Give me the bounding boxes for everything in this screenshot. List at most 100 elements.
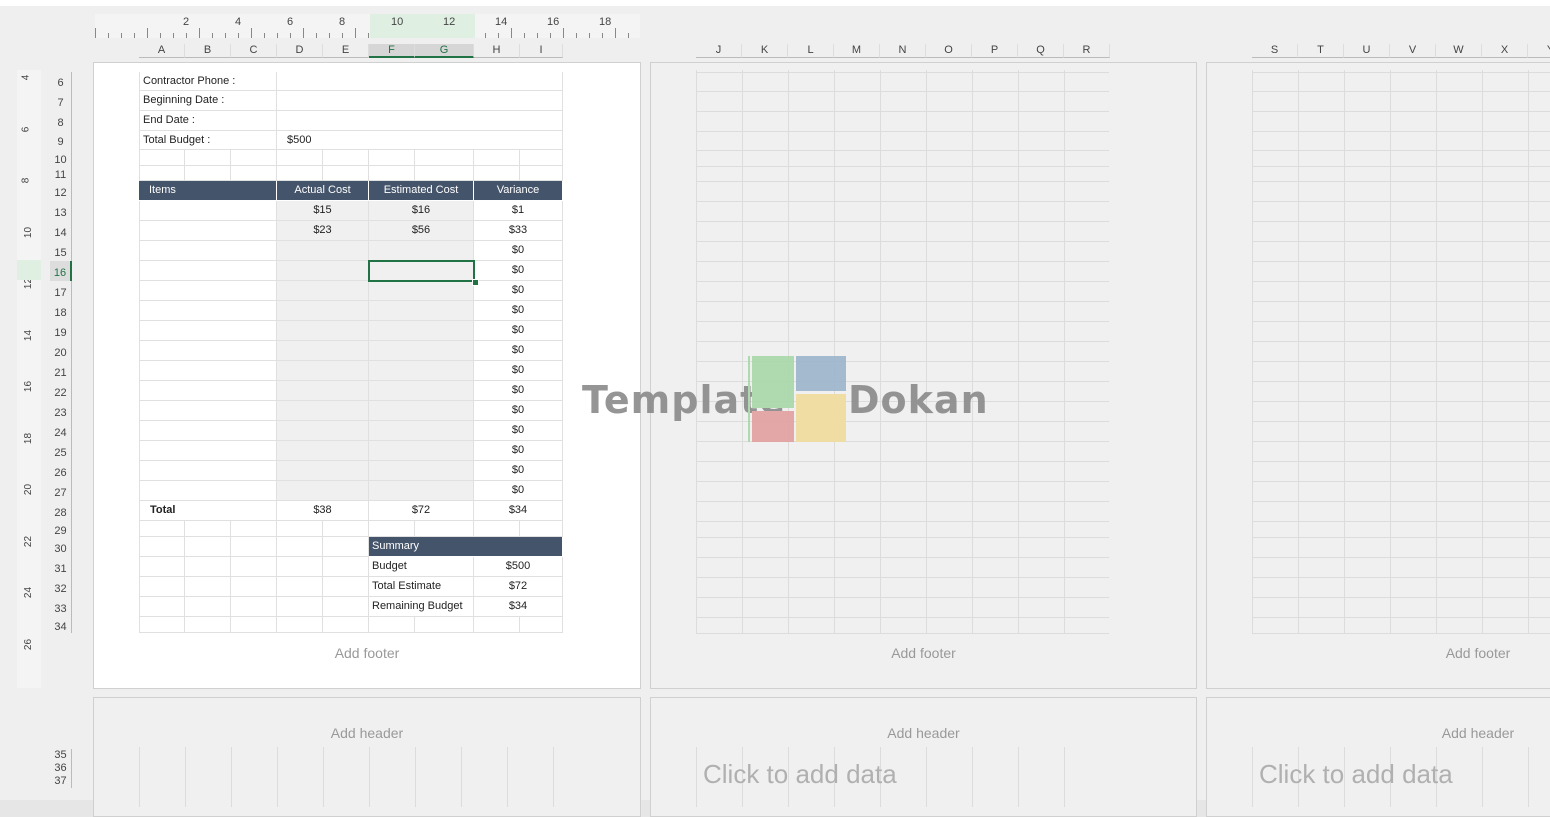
empty-cell[interactable]: [231, 597, 277, 617]
empty-cell[interactable]: [520, 521, 563, 537]
variance-cell-26[interactable]: $0: [474, 461, 563, 481]
empty-cell[interactable]: [185, 617, 231, 633]
empty-cell[interactable]: [415, 617, 474, 633]
column-header-u[interactable]: U: [1344, 44, 1390, 58]
column-header-b[interactable]: B: [185, 44, 231, 58]
empty-cell[interactable]: [277, 166, 323, 181]
estimated-cost-cell-26[interactable]: [369, 461, 474, 481]
column-header-f[interactable]: F: [369, 44, 415, 58]
estimated-cost-cell-15[interactable]: [369, 241, 474, 261]
empty-cell[interactable]: [185, 166, 231, 181]
row-header-17[interactable]: 17: [50, 281, 72, 301]
empty-cell[interactable]: [277, 597, 323, 617]
empty-cell[interactable]: [369, 150, 415, 166]
summary-title[interactable]: Summary: [369, 537, 563, 557]
empty-cell[interactable]: [185, 537, 231, 557]
table-header-estimated-cost[interactable]: Estimated Cost: [369, 181, 474, 201]
click-to-add-data-page-5[interactable]: Click to add data: [703, 759, 897, 789]
estimated-cost-cell-27[interactable]: [369, 481, 474, 501]
column-header-o[interactable]: O: [926, 44, 972, 58]
actual-cost-cell-13[interactable]: $15: [277, 201, 369, 221]
empty-cell[interactable]: [277, 537, 323, 557]
empty-cell[interactable]: [323, 166, 369, 181]
estimated-cost-cell-14[interactable]: $56: [369, 221, 474, 241]
empty-cell[interactable]: [369, 617, 415, 633]
info-value-6[interactable]: [277, 72, 563, 91]
item-cell-13[interactable]: [139, 201, 277, 221]
estimated-cost-cell-24[interactable]: [369, 421, 474, 441]
empty-cell[interactable]: [323, 617, 369, 633]
empty-cell[interactable]: [369, 166, 415, 181]
variance-cell-19[interactable]: $0: [474, 321, 563, 341]
empty-cell[interactable]: [323, 557, 369, 577]
row-header-36[interactable]: 36: [50, 762, 72, 775]
row-header-35[interactable]: 35: [50, 749, 72, 762]
actual-cost-cell-24[interactable]: [277, 421, 369, 441]
empty-cell[interactable]: [277, 521, 323, 537]
empty-cell[interactable]: [185, 577, 231, 597]
estimated-cost-cell-23[interactable]: [369, 401, 474, 421]
row-header-18[interactable]: 18: [50, 301, 72, 321]
row-header-21[interactable]: 21: [50, 361, 72, 381]
actual-cost-cell-22[interactable]: [277, 381, 369, 401]
empty-cell[interactable]: [474, 150, 520, 166]
total-estimated[interactable]: $72: [369, 501, 474, 521]
empty-cell[interactable]: [139, 150, 185, 166]
item-cell-23[interactable]: [139, 401, 277, 421]
empty-cell[interactable]: [277, 150, 323, 166]
actual-cost-cell-19[interactable]: [277, 321, 369, 341]
column-header-m[interactable]: M: [834, 44, 880, 58]
actual-cost-cell-21[interactable]: [277, 361, 369, 381]
row-header-9[interactable]: 9: [50, 131, 72, 150]
empty-cell[interactable]: [139, 521, 185, 537]
row-header-34[interactable]: 34: [50, 617, 72, 633]
item-cell-27[interactable]: [139, 481, 277, 501]
actual-cost-cell-16[interactable]: [277, 261, 369, 281]
actual-cost-cell-27[interactable]: [277, 481, 369, 501]
item-cell-25[interactable]: [139, 441, 277, 461]
click-to-add-data-page-6[interactable]: Click to add data: [1259, 759, 1453, 789]
empty-cell[interactable]: [474, 521, 520, 537]
row-header-20[interactable]: 20: [50, 341, 72, 361]
empty-cell[interactable]: [520, 150, 563, 166]
empty-cell[interactable]: [323, 521, 369, 537]
row-header-8[interactable]: 8: [50, 111, 72, 131]
item-cell-15[interactable]: [139, 241, 277, 261]
table-header-variance[interactable]: Variance: [474, 181, 563, 201]
row-header-25[interactable]: 25: [50, 441, 72, 461]
add-header-page-5[interactable]: Add header: [887, 725, 960, 741]
column-header-j[interactable]: J: [696, 44, 742, 58]
row-header-13[interactable]: 13: [50, 201, 72, 221]
estimated-cost-cell-13[interactable]: $16: [369, 201, 474, 221]
column-header-v[interactable]: V: [1390, 44, 1436, 58]
row-header-6[interactable]: 6: [50, 72, 72, 91]
table-header-items[interactable]: Items: [139, 181, 277, 201]
empty-cell[interactable]: [323, 597, 369, 617]
add-header-page-4[interactable]: Add header: [330, 725, 404, 741]
add-footer-page-2[interactable]: Add footer: [891, 645, 956, 661]
empty-cell[interactable]: [415, 166, 474, 181]
item-cell-17[interactable]: [139, 281, 277, 301]
info-value-8[interactable]: [277, 111, 563, 131]
column-header-e[interactable]: E: [323, 44, 369, 58]
row-header-33[interactable]: 33: [50, 597, 72, 617]
column-header-x[interactable]: X: [1482, 44, 1528, 58]
summary-label-0[interactable]: Budget: [369, 557, 474, 577]
row-header-31[interactable]: 31: [50, 557, 72, 577]
total-variance[interactable]: $34: [474, 501, 563, 521]
row-header-29[interactable]: 29: [50, 521, 72, 537]
row-header-22[interactable]: 22: [50, 381, 72, 401]
empty-cell[interactable]: [231, 166, 277, 181]
estimated-cost-cell-21[interactable]: [369, 361, 474, 381]
column-header-q[interactable]: Q: [1018, 44, 1064, 58]
row-header-26[interactable]: 26: [50, 461, 72, 481]
add-footer-page-1[interactable]: Add footer: [334, 645, 400, 661]
empty-cell[interactable]: [231, 537, 277, 557]
empty-cell[interactable]: [139, 166, 185, 181]
empty-cell[interactable]: [139, 577, 185, 597]
item-cell-14[interactable]: [139, 221, 277, 241]
empty-cell[interactable]: [231, 617, 277, 633]
variance-cell-25[interactable]: $0: [474, 441, 563, 461]
empty-cell[interactable]: [231, 577, 277, 597]
empty-cell[interactable]: [415, 150, 474, 166]
